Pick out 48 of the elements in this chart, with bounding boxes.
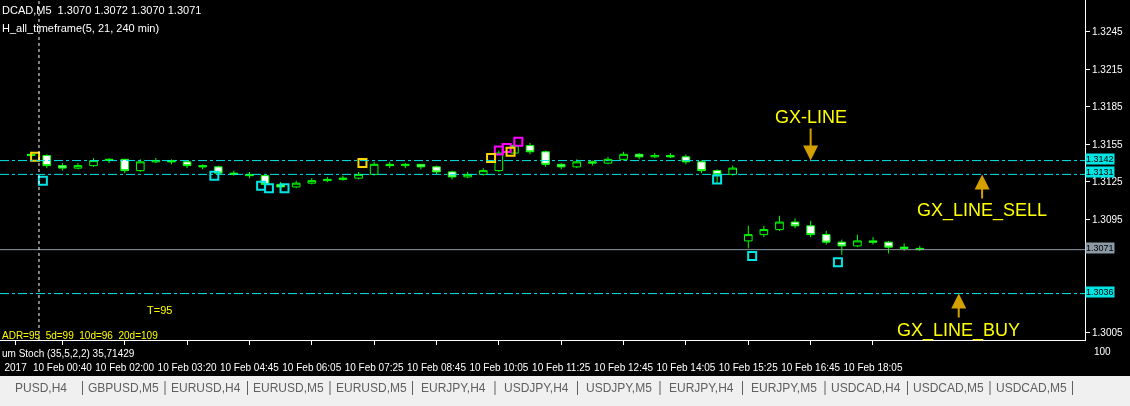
text: EURUSD,M5	[336, 381, 407, 395]
text: USDJPY,H4	[504, 381, 569, 395]
x-tick-label: 10 Feb 14:05	[656, 362, 716, 373]
text: EURJPY,M5	[751, 381, 818, 395]
annotation: DCAD,M5 1.3070 1.3072 1.3070 1.3071	[2, 4, 202, 16]
text: USDCAD,M5	[913, 381, 984, 395]
x-tick-label: 10 Feb 08:45	[407, 362, 467, 373]
text: GBPUSD,M5	[88, 381, 160, 395]
x-tick-label: 10 Feb 11:25	[532, 362, 591, 373]
y-tick-label: 1.3125	[1092, 176, 1124, 188]
text: PUSD,H4	[15, 381, 68, 395]
x-tick-label: 10 Feb 02:00	[95, 362, 155, 373]
text: USDCAD,M5	[996, 381, 1067, 395]
x-tick-label: 10 Feb 12:45	[594, 362, 654, 373]
y-tick-label: 1.3005	[1092, 326, 1124, 338]
annotation: H_all_timeframe(5, 21, 240 min)	[2, 22, 160, 34]
ref-line-label: 1.3036	[1086, 287, 1114, 297]
x-tick-label: 10 Feb 10:05	[469, 362, 529, 373]
x-tick-label: 10 Feb 04:45	[219, 362, 280, 373]
annotation: GX_LINE_BUY	[897, 320, 1021, 341]
annotation: GX_LINE_SELL	[917, 200, 1048, 221]
x-tick-label: 10 Feb 18:05	[843, 362, 903, 373]
annotation: ADR=95 5d=99 10d=96 20d=109	[2, 330, 159, 341]
y-tick-label: 1.3155	[1092, 138, 1124, 150]
ref-line-label: 1.3131	[1086, 167, 1114, 177]
y-tick-label: 1.3215	[1092, 63, 1124, 75]
text: EURJPY,H4	[421, 381, 486, 395]
annotation: GX-LINE	[775, 107, 848, 127]
ref-line-label: 1.3071	[1086, 243, 1114, 253]
annotation: T=95	[147, 304, 173, 316]
y-tick-label: 1.3245	[1092, 25, 1124, 37]
x-tick-label: 10 Feb 00:40	[32, 362, 93, 373]
x-tick-label: 10 Feb 03:20	[157, 362, 217, 373]
y-tick-label: 1.3185	[1092, 101, 1124, 113]
x-tick-label: 2017	[4, 362, 28, 373]
text: um Stoch (35,5,2,2) 35,71429	[2, 348, 135, 359]
text: EURJPY,H4	[669, 381, 734, 395]
x-tick-label: 10 Feb 07:25	[344, 362, 405, 373]
text: EURUSD,H4	[171, 381, 241, 395]
x-tick-label: 10 Feb 15:25	[718, 362, 779, 373]
text: USDCAD,H4	[831, 381, 901, 395]
x-tick-label: 10 Feb 06:05	[282, 362, 342, 373]
ref-line-label: 1.3142	[1086, 154, 1114, 164]
x-tick-label: 10 Feb 16:45	[781, 362, 841, 373]
text: USDJPY,M5	[586, 381, 653, 395]
text: EURUSD,M5	[253, 381, 324, 395]
text: 100	[1094, 346, 1112, 357]
y-tick-label: 1.3095	[1092, 214, 1124, 226]
